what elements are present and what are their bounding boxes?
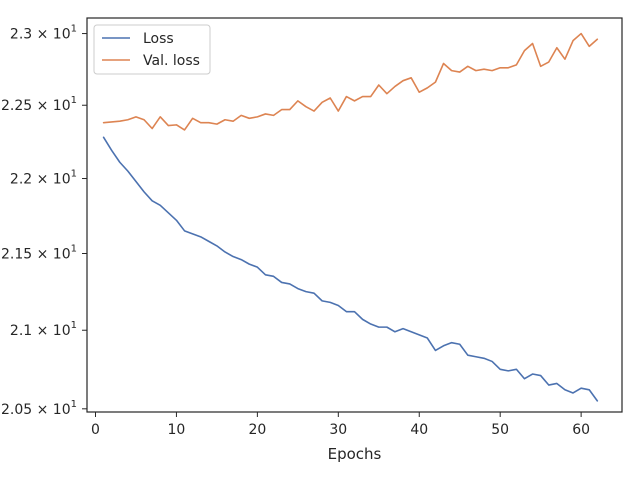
legend-label-val-loss: Val. loss [143, 53, 200, 69]
x-tick-label: 50 [491, 422, 509, 438]
series-line-loss [102, 136, 599, 402]
y-tick-base: × 10 [32, 246, 70, 262]
y-tick-label: 2.15 × 101 [1, 243, 77, 262]
x-axis-label: Epochs [328, 445, 382, 463]
x-tick-label: 0 [91, 422, 100, 438]
y-tick-base: × 10 [32, 402, 70, 418]
y-tick-exponent: 1 [71, 243, 77, 254]
y-tick-mantissa: 2.2 [10, 172, 32, 188]
y-tick-mantissa: 2.25 [1, 98, 32, 114]
y-tick-base: × 10 [32, 98, 70, 114]
legend-label-loss: Loss [143, 31, 174, 47]
x-tick-label: 20 [248, 422, 266, 438]
y-tick-exponent: 1 [71, 169, 77, 180]
plot-frame [86, 17, 623, 413]
y-tick-mantissa: 2.05 [1, 402, 32, 418]
x-tick-label: 40 [410, 422, 428, 438]
y-tick-label: 2.25 × 101 [1, 95, 77, 114]
y-tick-mantissa: 2.1 [10, 323, 32, 339]
series-line-val-loss [102, 32, 599, 131]
y-tick-label: 2.1 × 101 [10, 320, 77, 339]
plot-background [87, 18, 622, 412]
y-tick-mantissa: 2.15 [1, 246, 32, 262]
x-axis-ticks: 0 10 20 30 40 50 60 [91, 412, 590, 438]
y-tick-base: × 10 [32, 27, 70, 43]
y-tick-exponent: 1 [71, 320, 77, 331]
y-tick-base: × 10 [32, 172, 70, 188]
x-tick-label: 10 [168, 422, 186, 438]
y-tick-exponent: 1 [71, 24, 77, 35]
series-layer [102, 32, 599, 402]
y-tick-exponent: 1 [71, 95, 77, 106]
y-tick-label: 2.3 × 101 [10, 24, 77, 43]
x-tick-label: 60 [572, 422, 590, 438]
y-tick-base: × 10 [32, 323, 70, 339]
y-tick-label: 2.2 × 101 [10, 169, 77, 188]
legend: Loss Val. loss [93, 24, 211, 75]
y-tick-mantissa: 2.3 [10, 27, 32, 43]
y-tick-exponent: 1 [71, 399, 77, 410]
y-tick-label: 2.05 × 101 [1, 399, 77, 418]
x-tick-label: 30 [329, 422, 347, 438]
